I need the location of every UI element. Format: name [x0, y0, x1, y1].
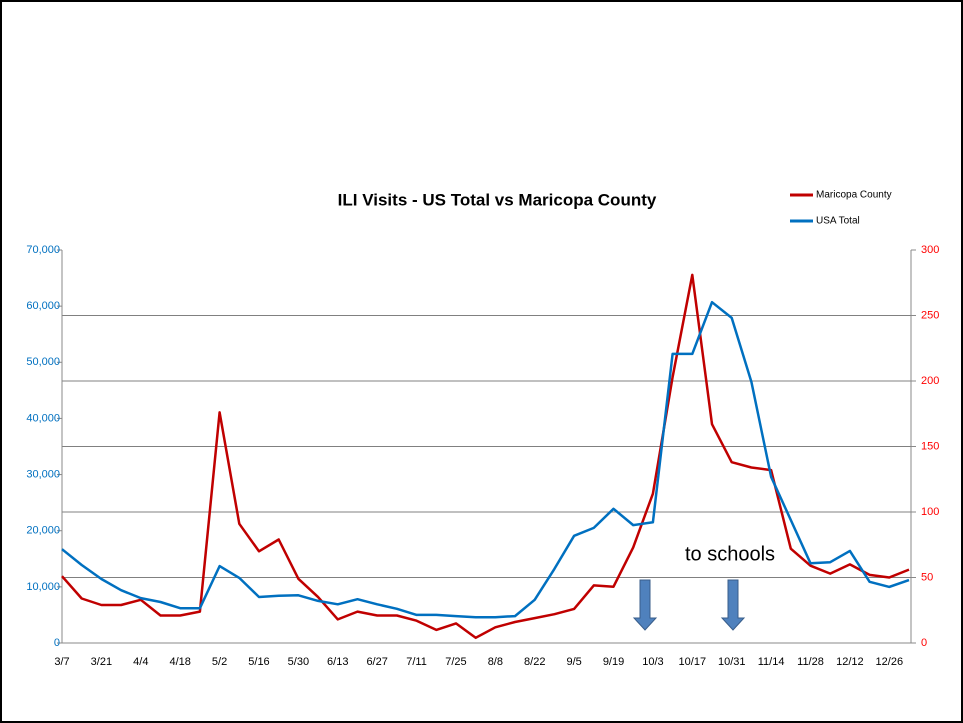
y-tick-label: 30,000	[26, 468, 60, 480]
x-tick-label: 5/2	[212, 656, 227, 668]
x-tick-label: 10/31	[718, 656, 746, 668]
x-tick-label: 11/14	[758, 656, 785, 668]
x-tick-label: 10/17	[679, 656, 707, 668]
x-tick-label: 7/25	[445, 656, 466, 668]
annotation: to schools	[685, 543, 775, 565]
x-tick-label: 4/4	[133, 656, 148, 668]
y-tick-label: 20,000	[26, 525, 60, 537]
x-tick-label: 3/7	[54, 656, 69, 668]
x-tick-label: 6/13	[327, 656, 348, 668]
y-tick-label: 40,000	[26, 412, 60, 424]
arrow	[632, 579, 746, 631]
y2-tick-label: 250	[921, 309, 939, 321]
x-tick-label: 11/28	[797, 656, 824, 668]
y2-tick-label: 200	[921, 375, 939, 387]
series-line	[61, 300, 910, 619]
y-tick-label: 70,000	[26, 244, 60, 256]
y2-tick-label: 300	[921, 244, 939, 256]
x-tick-label: 3/21	[91, 656, 112, 668]
x-tick-label: 9/5	[566, 656, 581, 668]
x-tick-label: 5/30	[288, 656, 309, 668]
x-tick-label: 5/16	[248, 656, 269, 668]
x-tick-label: 8/22	[524, 656, 545, 668]
y-tick-label: 10,000	[26, 581, 60, 593]
y2-tick-label: 50	[921, 571, 933, 583]
y-tick-label: 0	[54, 637, 60, 649]
series-line	[61, 273, 910, 640]
x-tick-label: 4/18	[169, 656, 190, 668]
x-tick-label: 10/3	[642, 656, 663, 668]
x-tick-label: 12/26	[876, 656, 904, 668]
chart-title: ILI Visits - US Total vs Maricopa County	[338, 190, 657, 209]
y2-tick-label: 100	[921, 506, 939, 518]
x-tick-label: 6/27	[366, 656, 387, 668]
y-tick-label: 60,000	[26, 300, 60, 312]
y2-tick-label: 0	[921, 637, 927, 649]
legend-label: Maricopa County	[816, 190, 892, 201]
legend-label: USA Total	[816, 216, 860, 227]
x-tick-label: 9/19	[603, 656, 624, 668]
x-tick-label: 8/8	[488, 656, 503, 668]
x-tick-label: 7/11	[406, 656, 427, 668]
y2-tick-label: 150	[921, 440, 939, 452]
y-tick-label: 50,000	[26, 356, 60, 368]
x-tick-label: 12/12	[836, 656, 864, 668]
